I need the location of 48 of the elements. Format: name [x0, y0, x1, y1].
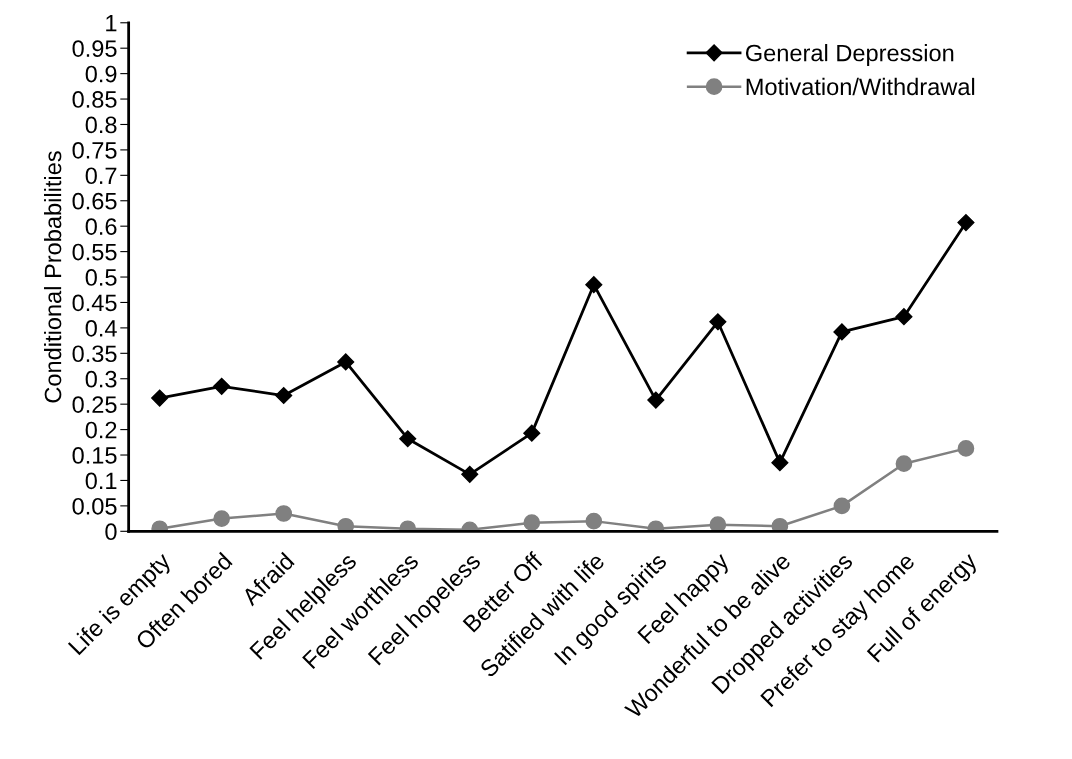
point [709, 313, 727, 331]
y-tick-label: 1 [106, 15, 117, 32]
y-tick-label: 0.65 [72, 192, 117, 210]
y-tick-label: 0.15 [72, 447, 117, 464]
y-tick-label: 0.95 [72, 40, 117, 57]
y-tick-label: 0.6 [85, 218, 117, 235]
y-tick-label: 0 [105, 523, 117, 541]
y-tick-label: 0.35 [72, 345, 117, 363]
y-tick-label: 0.85 [72, 91, 117, 108]
point [833, 497, 851, 515]
y-tick-label: 0.25 [72, 396, 117, 413]
y-tick-label: 0.9 [85, 65, 117, 83]
y-tick-label: 0.2 [85, 421, 117, 439]
y-tick-label: 0.8 [85, 116, 117, 134]
point [957, 214, 975, 232]
y-tick-label: 0.45 [72, 294, 117, 312]
point [895, 455, 913, 472]
y-tick-label: 0.75 [72, 141, 117, 159]
point [523, 424, 541, 442]
point [213, 510, 231, 527]
point [833, 323, 851, 341]
point [771, 454, 789, 472]
y-tick-label: 0.4 [85, 319, 117, 337]
point [647, 391, 665, 409]
point [399, 430, 417, 448]
point [771, 517, 789, 532]
point [895, 308, 913, 326]
y-axis-title: Conditional Probabilities [44, 151, 62, 403]
point [337, 517, 355, 532]
y-tick-label: 0.1 [85, 472, 117, 490]
point [213, 377, 231, 395]
legend-label: General Depression [745, 44, 954, 67]
point [151, 389, 169, 407]
y-tick-label: 0.05 [72, 497, 117, 515]
legend-label: Motivation/Withdrawal [746, 77, 975, 96]
point [709, 516, 727, 532]
y-tick-label: 0.5 [85, 269, 117, 286]
point [585, 512, 603, 530]
y-tick-label: 0.7 [85, 167, 117, 185]
point [585, 276, 603, 294]
point [275, 386, 293, 405]
point [275, 505, 293, 522]
y-tick-label: 0.55 [72, 243, 117, 261]
point [523, 514, 541, 531]
y-tick-label: 0.3 [85, 370, 117, 388]
point [337, 353, 355, 371]
point [957, 440, 975, 457]
point [461, 465, 479, 483]
